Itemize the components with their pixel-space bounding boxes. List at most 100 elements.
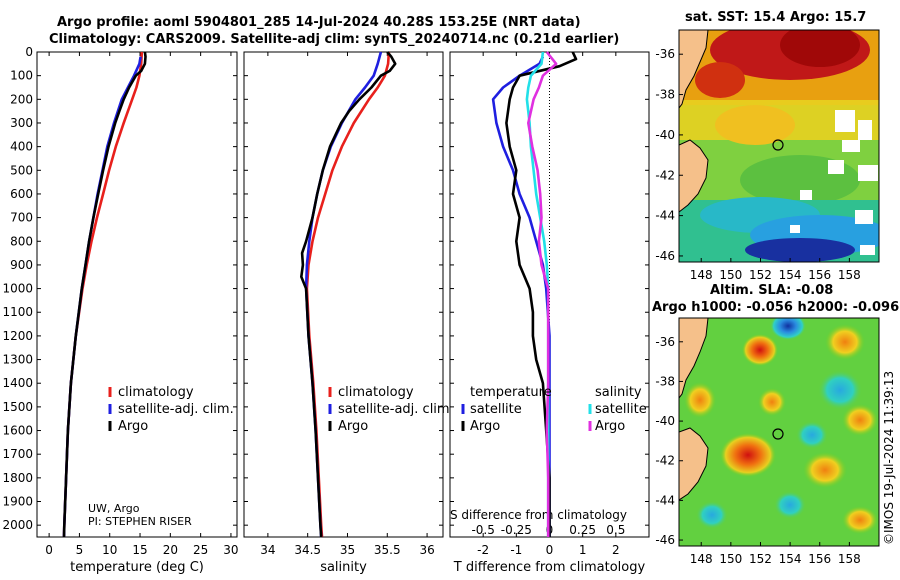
sst-map-image (679, 30, 879, 262)
differences-xlabel: T difference from climatology (453, 560, 646, 575)
legend-label-0: climatology (118, 385, 194, 400)
temperature-xtick-label: 20 (163, 543, 178, 557)
diff-legend-sal-item: Argo (595, 419, 625, 434)
sst-map-xtick-label: 156 (808, 268, 831, 282)
legend-label-1: satellite-adj. clim. (338, 402, 454, 417)
temperature-series-argo (62, 51, 147, 538)
depth-tick-label: 1900 (2, 495, 33, 509)
depth-tick-label: 1100 (2, 305, 33, 319)
legend-label-2: Argo (338, 419, 368, 434)
temperature-panel: 0100200300400500600700800900100011001200… (2, 45, 238, 575)
sst-map-title: sat. SST: 15.4 Argo: 15.7 (685, 10, 867, 25)
sla-map-ytick-label: -36 (655, 335, 675, 349)
sla-map-image (679, 318, 879, 546)
temperature-xtick-label: 5 (76, 543, 84, 557)
diff-legend-sal-item: satellite (595, 402, 647, 417)
sst-map-xtick-label: 150 (719, 268, 742, 282)
depth-tick-label: 700 (10, 211, 33, 225)
depth-tick-label: 300 (10, 116, 33, 130)
sst-map-ytick-label: -44 (655, 209, 675, 223)
differences-series-salinity-argo (526, 51, 558, 537)
temperature-xtick-label: 0 (45, 543, 53, 557)
depth-tick-label: 100 (10, 69, 33, 83)
legend-label-0: climatology (338, 385, 414, 400)
salinity-xtick-label: 34.5 (294, 543, 321, 557)
sst-map-ytick-label: -42 (655, 168, 675, 182)
salinity-diff-tick-label: -0.5 (471, 523, 494, 537)
sst-map-ytick-label: -40 (655, 128, 675, 142)
sla-map-title-line2: Argo h1000: -0.056 h2000: -0.096 (652, 300, 900, 315)
sst-map-ytick-label: -36 (655, 47, 675, 61)
figure-title-line2: Climatology: CARS2009. Satellite-adj cli… (49, 32, 620, 47)
sst-map-ytick-label: -38 (655, 88, 675, 102)
salinity-diff-tick-label: 0.25 (569, 523, 596, 537)
sla-map-ytick-label: -46 (655, 533, 675, 547)
differences-series-temperature-argo (505, 51, 578, 537)
diff-legend-temp-item: Argo (470, 419, 500, 434)
sst-map-xtick-label: 154 (779, 268, 802, 282)
salinity-xtick-label: 34 (260, 543, 275, 557)
credit-line1: UW, Argo (88, 502, 140, 515)
sst-map-panel (678, 29, 880, 263)
depth-tick-label: 900 (10, 258, 33, 272)
differences-xtick-label: 1 (579, 543, 587, 557)
temperature-xtick-label: 10 (102, 543, 117, 557)
legend-label-1: satellite-adj. clim. (118, 402, 234, 417)
salinity-diff-tick-label: -0.25 (501, 523, 532, 537)
salinity-xtick-label: 35.5 (374, 543, 401, 557)
depth-tick-label: 400 (10, 140, 33, 154)
temperature-xtick-label: 25 (193, 543, 208, 557)
sla-map-xtick-label: 158 (838, 552, 861, 566)
sla-map-xtick-label: 156 (808, 552, 831, 566)
depth-tick-label: 200 (10, 92, 33, 106)
depth-tick-label: 1700 (2, 447, 33, 461)
diff-legend-temp-header: temperature (470, 385, 552, 400)
sla-map-title-line1: Altim. SLA: -0.08 (710, 283, 834, 298)
temperature-xtick-label: 30 (223, 543, 238, 557)
temperature-axes-frame (36, 51, 238, 538)
sla-map-xtick-label: 150 (719, 552, 742, 566)
depth-tick-label: 1400 (2, 376, 33, 390)
sst-map-ytick-label: -46 (655, 249, 675, 263)
credit-line2: PI: STEPHEN RISER (88, 515, 192, 528)
salinity-xtick-label: 36 (419, 543, 434, 557)
depth-tick-label: 800 (10, 234, 33, 248)
salinity-xtick-label: 35 (340, 543, 355, 557)
salinity-panel: 34 34.5 35 35.5 36 salinity climatology satelli… (243, 51, 454, 575)
sst-map-xtick-label: 148 (690, 268, 713, 282)
temperature-xlabel: temperature (deg C) (70, 560, 204, 575)
diff-legend-temp-item: satellite (470, 402, 522, 417)
differences-xtick-label: 0 (546, 543, 554, 557)
sla-map-ytick-label: -38 (655, 374, 675, 388)
sst-map-xtick-label: 152 (749, 268, 772, 282)
sla-map-xtick-label: 152 (749, 552, 772, 566)
sla-map-ytick-label: -42 (655, 454, 675, 468)
salinity-series-argo (299, 51, 397, 538)
differences-xtick-label: 2 (612, 543, 620, 557)
sla-map-ytick-label: -40 (655, 414, 675, 428)
temperature-xtick-label: 15 (132, 543, 147, 557)
differences-xtick-label: -2 (477, 543, 489, 557)
depth-tick-label: 1000 (2, 282, 33, 296)
salinity-xlabel: salinity (320, 560, 367, 575)
depth-tick-label: 1800 (2, 471, 33, 485)
salinity-diff-tick-label: 0.5 (606, 523, 625, 537)
sla-map-xtick-label: 154 (779, 552, 802, 566)
sla-argo-marker (772, 428, 784, 440)
sla-map-xtick-label: 148 (690, 552, 713, 566)
depth-tick-label: 2000 (2, 518, 33, 532)
sla-map-ytick-label: -44 (655, 493, 675, 507)
sla-map-panel (678, 317, 880, 547)
legend-label-2: Argo (118, 419, 148, 434)
salinity-axes-frame (243, 51, 444, 538)
sst-map-xtick-label: 158 (838, 268, 861, 282)
depth-tick-label: 0 (25, 45, 33, 59)
depth-tick-label: 1600 (2, 424, 33, 438)
sst-argo-marker (772, 139, 784, 151)
depth-tick-label: 500 (10, 163, 33, 177)
figure-title-line1: Argo profile: aoml 5904801_285 14-Jul-20… (57, 15, 581, 30)
diff-legend-sal-header: salinity (595, 385, 642, 400)
differences-xtick-label: -1 (510, 543, 522, 557)
depth-tick-label: 600 (10, 187, 33, 201)
